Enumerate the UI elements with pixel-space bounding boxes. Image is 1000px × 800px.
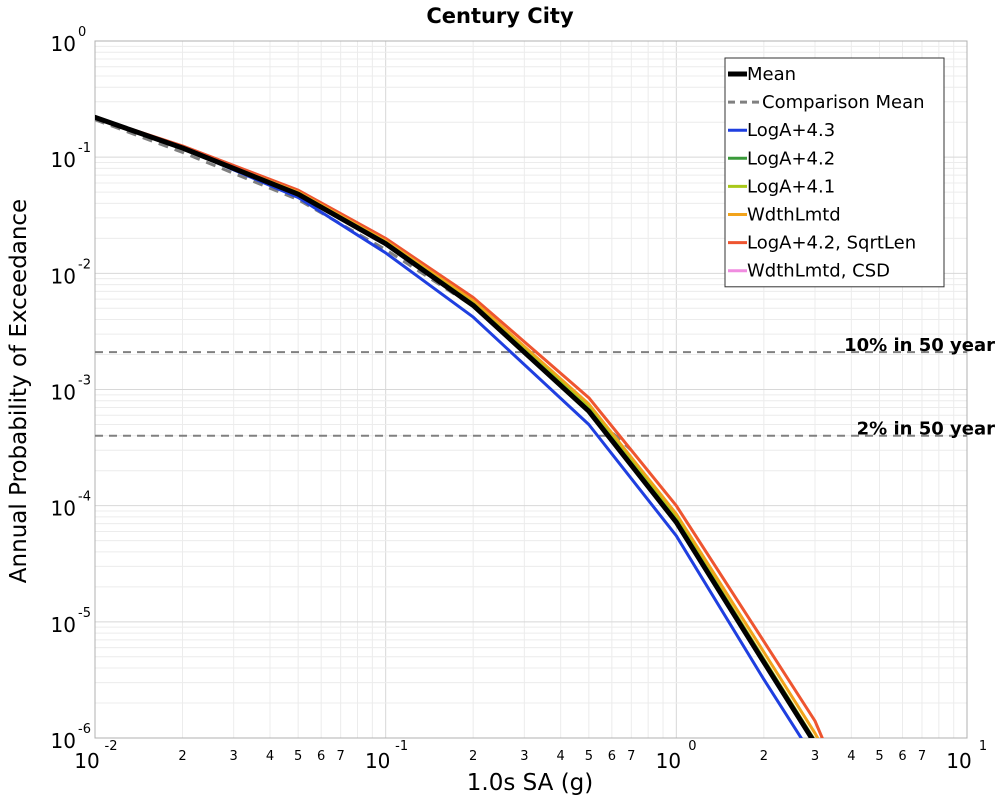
x-tick-label: 10 [74, 749, 99, 773]
x-minor-tick-label: 5 [875, 749, 883, 764]
x-tick-label: 10 [946, 749, 971, 773]
reference-line-label: 2% in 50 year [857, 419, 995, 440]
series-layer [95, 114, 824, 738]
legend-label: LogA+4.1 [747, 176, 835, 197]
chart-title: Century City [426, 4, 574, 28]
x-axis-label: 1.0s SA (g) [467, 770, 594, 796]
x-minor-tick-label: 7 [627, 749, 635, 764]
legend-label: LogA+4.3 [747, 120, 835, 141]
legend-label: LogA+4.2, SqrtLen [747, 233, 916, 254]
x-minor-tick-label: 3 [520, 749, 528, 764]
legend-label: WdthLmtd, CSD [747, 261, 890, 282]
x-minor-tick-label: 5 [294, 749, 302, 764]
y-tick-label: 10 [51, 497, 76, 521]
x-tick-exponent: 0 [688, 739, 696, 754]
x-minor-tick-label: 6 [608, 749, 616, 764]
x-minor-tick-label: 3 [230, 749, 238, 764]
y-tick-exponent: -3 [78, 374, 91, 389]
x-tick-exponent: 1 [979, 739, 987, 754]
legend-label: WdthLmtd [747, 205, 841, 226]
x-minor-tick-label: 3 [811, 749, 819, 764]
x-minor-tick-label: 7 [337, 749, 345, 764]
x-minor-tick-label: 6 [317, 749, 325, 764]
grid [94, 41, 967, 739]
y-tick-label: 10 [51, 729, 76, 753]
y-tick-label: 10 [51, 613, 76, 637]
x-minor-tick-label: 2 [760, 749, 768, 764]
x-tick-exponent: -1 [395, 739, 408, 754]
y-tick-label: 10 [51, 381, 76, 405]
legend-label: Comparison Mean [762, 92, 925, 113]
x-minor-tick-label: 6 [898, 749, 906, 764]
legend-box [724, 57, 945, 288]
reference-line-label: 10% in 50 year [844, 335, 995, 356]
x-tick-exponent: -2 [105, 739, 118, 754]
x-minor-tick-label: 7 [918, 749, 926, 764]
series-line-mean [95, 114, 815, 738]
y-tick-exponent: -1 [78, 141, 91, 156]
legend: Mean Comparison Mean LogA+4.3 LogA+4.2 LogA+… [724, 57, 945, 288]
x-minor-tick-label: 2 [469, 749, 477, 764]
y-tick-exponent: -6 [78, 722, 91, 737]
series-line-loga-4-2-sqrtlen [95, 115, 824, 738]
y-tick-label: 10 [51, 264, 76, 288]
x-minor-tick-label: 4 [847, 749, 855, 764]
x-minor-tick-label: 2 [178, 749, 186, 764]
legend-label: LogA+4.2 [747, 148, 835, 169]
x-minor-tick-label: 5 [585, 749, 593, 764]
x-tick-label: 10 [365, 749, 390, 773]
y-tick-exponent: -5 [78, 606, 91, 621]
y-tick-label: 10 [51, 148, 76, 172]
plot-frame [94, 40, 968, 739]
legend-label: Mean [747, 64, 796, 85]
y-tick-exponent: -2 [78, 257, 91, 272]
x-tick-label: 10 [656, 749, 681, 773]
y-tick-exponent: -4 [78, 490, 91, 505]
y-axis-label: Annual Probability of Exceedance [6, 199, 32, 583]
y-tick-label: 10 [51, 32, 76, 56]
y-tick-exponent: 0 [78, 25, 86, 40]
x-minor-tick-label: 4 [266, 749, 274, 764]
x-minor-tick-label: 4 [557, 749, 565, 764]
